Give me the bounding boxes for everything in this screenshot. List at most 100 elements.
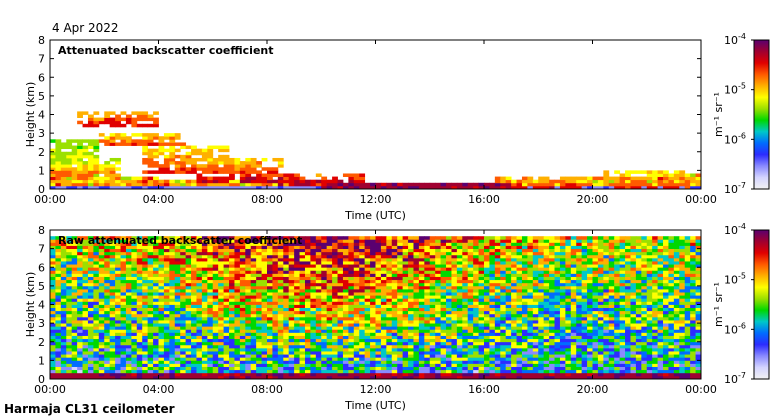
heatmap-cell (185, 276, 192, 281)
heatmap-cell (109, 285, 116, 290)
heatmap-cell (478, 357, 485, 361)
heatmap-cell (505, 261, 512, 265)
heatmap-cell (364, 264, 371, 268)
heatmap-cell (66, 151, 73, 156)
heatmap-cell (229, 282, 235, 287)
heatmap-cell (690, 185, 696, 189)
heatmap-cell (158, 139, 165, 143)
heatmap-cell (380, 285, 387, 290)
heatmap-cell (489, 292, 496, 296)
heatmap-cell (402, 236, 409, 240)
heatmap-cell (147, 316, 154, 321)
heatmap-cell (191, 320, 197, 324)
heatmap-cell (212, 267, 219, 271)
heatmap-cell (478, 267, 485, 271)
heatmap-cell (250, 357, 257, 361)
heatmap-cell (191, 357, 197, 361)
heatmap-cell (288, 338, 295, 343)
heatmap-cell (191, 288, 197, 293)
heatmap-cell (125, 335, 132, 340)
heatmap-cell (429, 267, 436, 271)
heatmap-cell (603, 179, 610, 184)
heatmap-cell (207, 239, 214, 243)
heatmap-cell (386, 295, 393, 299)
heatmap-cell (386, 257, 393, 262)
heatmap-cell (191, 351, 197, 355)
x-axis-label: Time (UTC) (344, 209, 406, 222)
heatmap-cell (435, 292, 442, 296)
heatmap-cell (342, 292, 349, 296)
heatmap-cell (283, 341, 290, 346)
heatmap-cell (646, 173, 653, 177)
heatmap-cell (71, 261, 78, 265)
heatmap-cell (364, 295, 371, 299)
heatmap-cell (364, 344, 371, 349)
heatmap-cell (277, 323, 284, 327)
heatmap-cell (115, 182, 121, 187)
heatmap-cell (408, 375, 414, 379)
heatmap-cell (163, 239, 170, 243)
heatmap-cell (467, 341, 474, 346)
heatmap-cell (386, 245, 393, 250)
heatmap-cell (527, 329, 534, 333)
heatmap-cell (505, 332, 512, 336)
heatmap-cell (223, 295, 230, 299)
heatmap-cell (98, 310, 105, 315)
heatmap-cell (256, 354, 262, 358)
heatmap-cell (304, 329, 311, 333)
heatmap-cell (77, 341, 83, 346)
heatmap-cell (163, 154, 170, 159)
heatmap-cell (163, 323, 170, 327)
heatmap-cell (359, 363, 366, 367)
heatmap-cell (440, 332, 447, 336)
heatmap-cell (456, 245, 463, 250)
heatmap-cell (402, 332, 409, 336)
heatmap-cell (321, 261, 328, 265)
heatmap-cell (272, 157, 279, 162)
heatmap-cell (277, 276, 284, 281)
heatmap-cell (489, 310, 496, 315)
heatmap-cell (55, 279, 62, 284)
heatmap-cell (158, 251, 165, 256)
heatmap-cell (467, 332, 474, 336)
heatmap-cell (440, 360, 447, 364)
heatmap-cell (310, 185, 317, 189)
heatmap-cell (288, 375, 295, 379)
heatmap-cell (521, 351, 528, 355)
heatmap-cell (473, 326, 479, 330)
heatmap-cell (50, 357, 56, 361)
heatmap-cell (364, 267, 371, 271)
heatmap-cell (201, 372, 208, 377)
heatmap-cell (310, 236, 317, 240)
heatmap-cell (234, 261, 241, 265)
heatmap-cell (60, 264, 67, 268)
heatmap-cell (125, 369, 132, 374)
heatmap-cell (109, 320, 116, 324)
heatmap-cell (456, 307, 463, 312)
heatmap-cell (380, 292, 387, 296)
heatmap-cell (169, 133, 176, 137)
heatmap-cell (169, 136, 176, 140)
heatmap-cell (136, 248, 143, 253)
heatmap-cell (277, 310, 284, 315)
heatmap-cell (256, 338, 262, 343)
heatmap-cell (207, 161, 214, 165)
heatmap-cell (679, 173, 686, 177)
heatmap-cell (93, 176, 100, 181)
heatmap-cell (55, 320, 62, 324)
heatmap-cell (277, 270, 284, 274)
heatmap-cell (180, 316, 187, 321)
heatmap-cell (429, 273, 436, 277)
heatmap-cell (516, 372, 523, 377)
heatmap-cell (337, 332, 344, 336)
heatmap-cell (245, 372, 252, 377)
heatmap-cell (516, 307, 523, 312)
heatmap-cell (82, 273, 89, 277)
heatmap-cell (125, 304, 132, 308)
heatmap-cell (245, 173, 252, 177)
heatmap-cell (142, 257, 149, 262)
heatmap-cell (288, 273, 295, 277)
heatmap-cell (196, 341, 203, 346)
heatmap-cell (142, 295, 149, 299)
heatmap-cell (315, 304, 322, 308)
